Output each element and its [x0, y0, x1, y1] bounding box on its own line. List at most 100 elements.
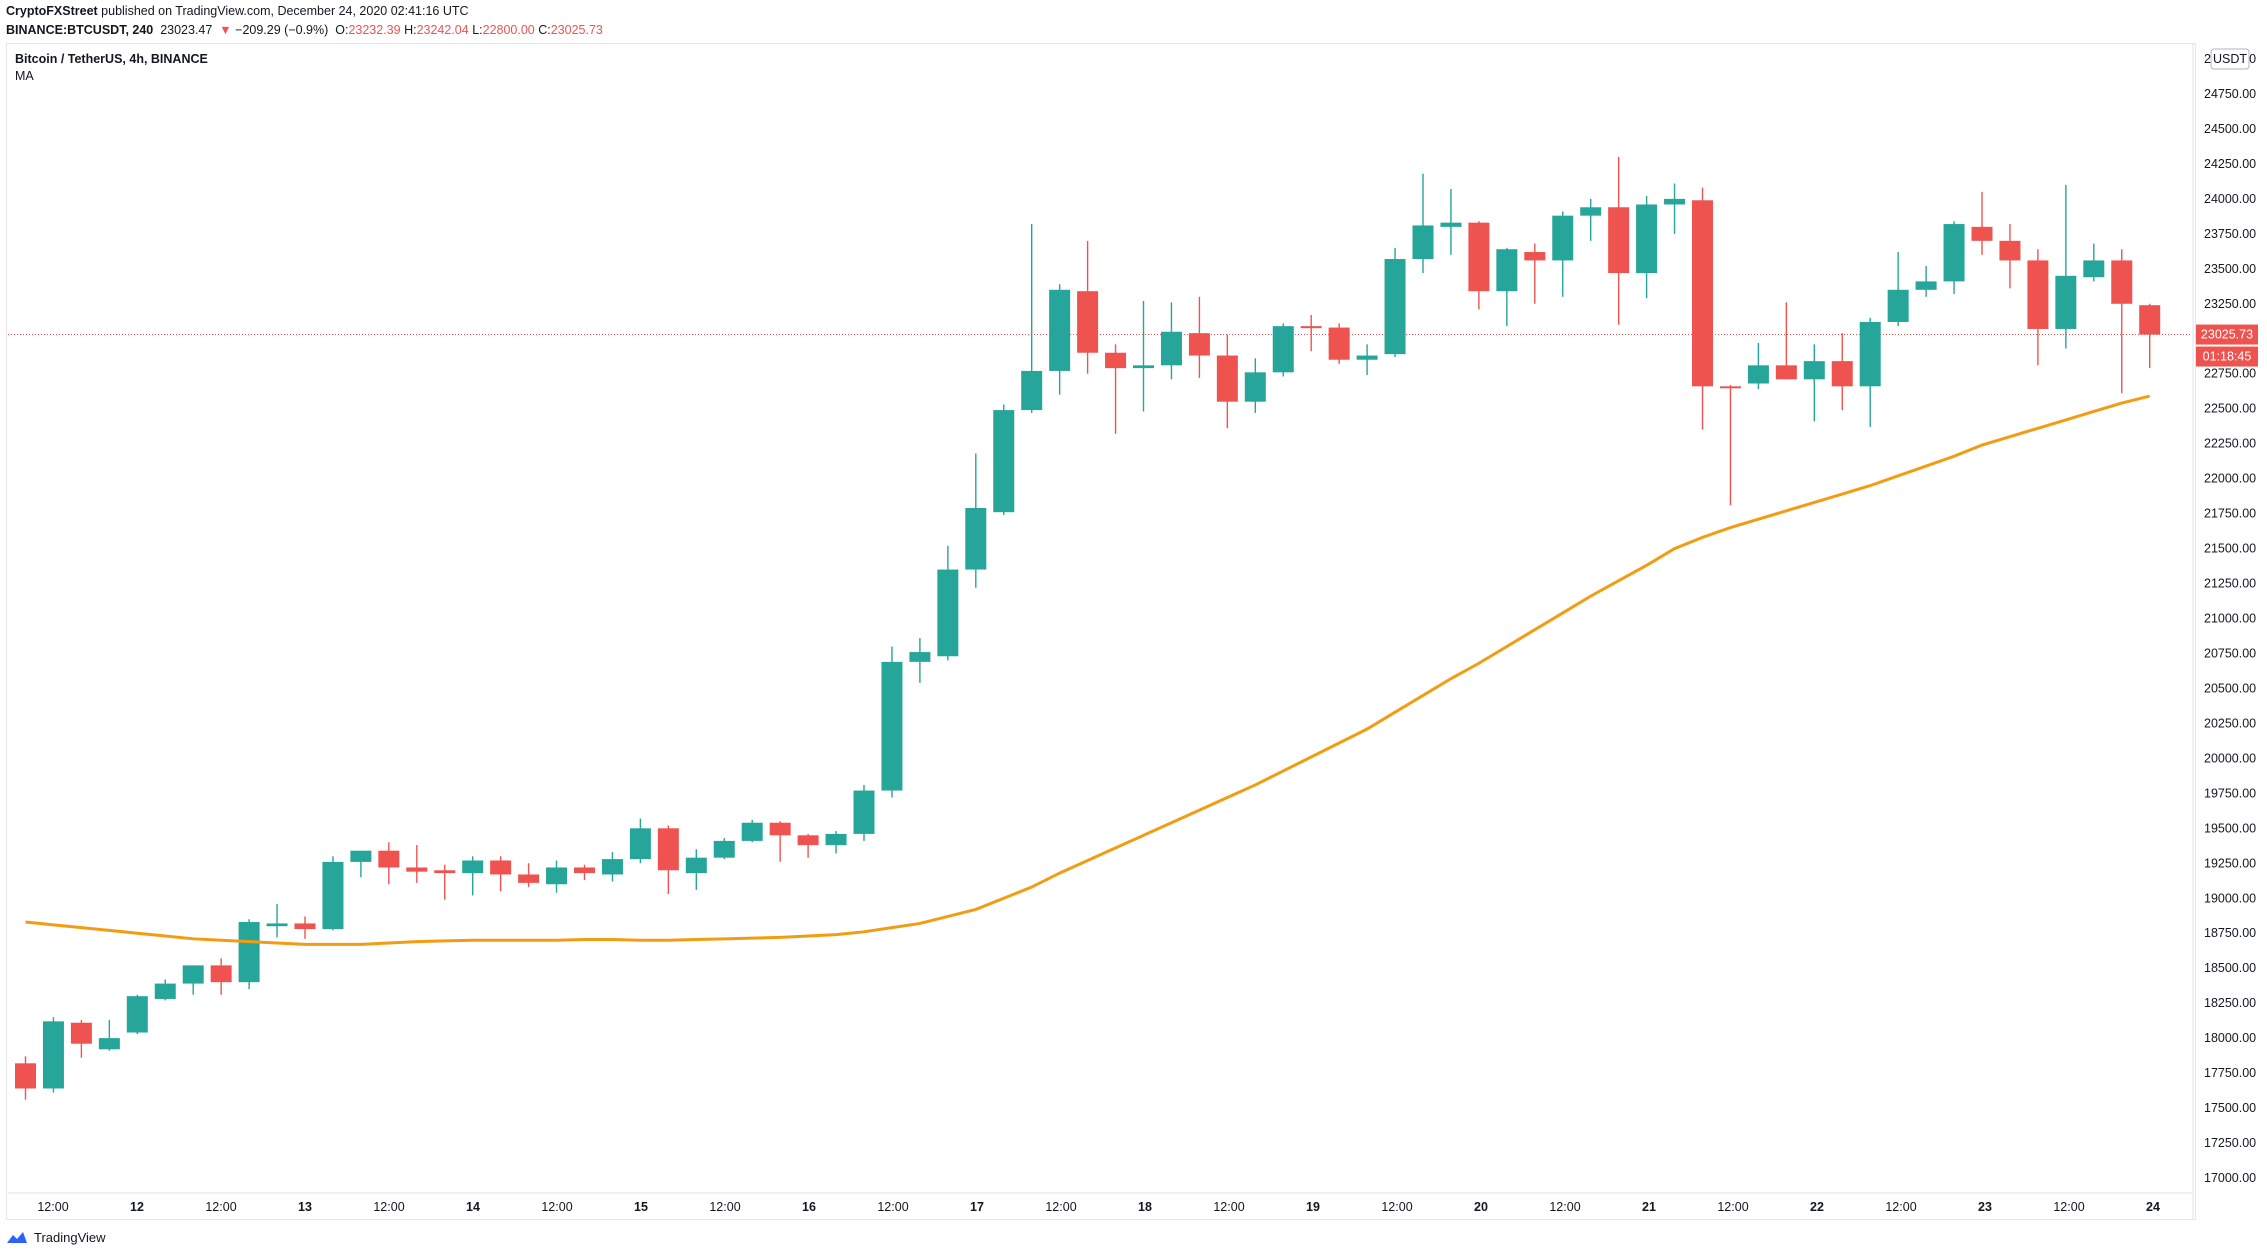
candle-body [1803, 361, 1825, 380]
candle-body [797, 835, 819, 846]
time-tick-label: 21 [1642, 1200, 1656, 1214]
pane-title: Bitcoin / TetherUS, 4h, BINANCE [15, 52, 208, 66]
last-price: 23023.47 [160, 23, 213, 37]
candle-body [1105, 352, 1127, 369]
time-tick-label: 19 [1306, 1200, 1320, 1214]
candle-body [294, 923, 316, 930]
price-tick-label: 18500.00 [2204, 961, 2256, 975]
price-tick-label: 24000.00 [2204, 192, 2256, 206]
candle-body [98, 1038, 120, 1050]
time-tick-label: 12:00 [1045, 1200, 1076, 1214]
price-tick-label: 24250.00 [2204, 157, 2256, 171]
tradingview-footer[interactable]: TradingView [6, 1230, 106, 1245]
header-line-1: CryptoFXStreet published on TradingView.… [6, 2, 603, 21]
candle-body [518, 874, 540, 883]
time-tick-label: 12:00 [1381, 1200, 1412, 1214]
currency-badge [2210, 48, 2250, 70]
candle-body [937, 569, 959, 657]
price-tick-label: 20500.00 [2204, 681, 2256, 695]
current-price-value: 23025.73 [2201, 328, 2253, 342]
candle-body [350, 850, 372, 862]
candle-body [322, 861, 344, 930]
price-tick-label: 23500.00 [2204, 262, 2256, 276]
candle-body [70, 1022, 92, 1044]
candle-body [154, 983, 176, 999]
time-tick-label: 12:00 [877, 1200, 908, 1214]
price-tick-label: 22000.00 [2204, 472, 2256, 486]
open-value: 23232.39 [348, 23, 401, 37]
candle-body [210, 965, 232, 983]
price-tick-label: 18000.00 [2204, 1031, 2256, 1045]
candle-body [1133, 365, 1154, 369]
price-tick-label: 17000.00 [2204, 1171, 2256, 1185]
time-tick-label: 24 [2146, 1200, 2160, 1214]
time-tick-label: 12:00 [2053, 1200, 2084, 1214]
time-tick-label: 12:00 [541, 1200, 572, 1214]
ma-indicator-label[interactable]: MA [15, 69, 34, 83]
candle-body [266, 923, 288, 927]
time-tick-label: 14 [466, 1200, 480, 1214]
candle-body [1664, 198, 1686, 205]
time-tick-label: 12:00 [1885, 1200, 1916, 1214]
candle-body [1188, 333, 1210, 356]
price-tick-label: 20000.00 [2204, 751, 2256, 765]
candle-body [42, 1021, 64, 1089]
price-tick-label: 19250.00 [2204, 856, 2256, 870]
time-tick-label: 12:00 [1717, 1200, 1748, 1214]
candle-body [490, 860, 512, 875]
publish-header: CryptoFXStreet published on TradingView.… [6, 2, 603, 40]
candle-body [574, 867, 595, 874]
candle-body [126, 996, 148, 1033]
candle-body [1580, 207, 1602, 216]
price-tick-label: 21250.00 [2204, 577, 2256, 591]
candle-body [1636, 204, 1658, 274]
candle-body [965, 507, 987, 570]
candle-body [434, 870, 456, 874]
price-tick-label: 22500.00 [2204, 402, 2256, 416]
candle-body [1384, 259, 1406, 355]
price-tick-label: 23250.00 [2204, 297, 2256, 311]
time-tick-label: 22 [1810, 1200, 1824, 1214]
author-name[interactable]: CryptoFXStreet [6, 4, 98, 18]
time-tick-label: 23 [1978, 1200, 1992, 1214]
change-down-icon: ▼ [219, 23, 232, 37]
candle-body [601, 859, 623, 875]
candle-body [2027, 260, 2049, 329]
candle-body [1552, 215, 1574, 261]
price-tick-label: 18750.00 [2204, 926, 2256, 940]
candle-body [1272, 326, 1294, 373]
current-price-tag [2196, 324, 2258, 345]
candle-body [853, 790, 875, 834]
candle-body [238, 922, 260, 983]
candle-body [2083, 260, 2105, 278]
candle-body [1049, 289, 1071, 371]
price-tick-label: 17500.00 [2204, 1101, 2256, 1115]
candle-body [1608, 207, 1630, 274]
candle-body [1775, 365, 1797, 380]
candle-body [713, 840, 735, 858]
header-line-2: BINANCE:BTCUSDT, 240 23023.47 ▼ −209.29 … [6, 21, 603, 40]
candle-body [881, 661, 903, 791]
candle-body [1524, 252, 1546, 261]
candle-body [462, 860, 484, 874]
candle-body [1692, 200, 1713, 387]
time-tick-label: 12:00 [205, 1200, 236, 1214]
time-tick-label: 12 [130, 1200, 144, 1214]
price-tick-label: 19000.00 [2204, 891, 2256, 905]
time-tick-label: 12:00 [1213, 1200, 1244, 1214]
price-tick-label: 20750.00 [2204, 646, 2256, 660]
price-tick-label: 21750.00 [2204, 507, 2256, 521]
candle-body [909, 652, 931, 662]
price-tick-label: 23750.00 [2204, 227, 2256, 241]
candle-body [1244, 372, 1266, 402]
candle-body [1160, 331, 1182, 366]
candle-body [546, 867, 568, 885]
countdown-tag [2196, 346, 2258, 367]
candle-body [1356, 355, 1378, 360]
chart-pane[interactable] [6, 43, 2196, 1220]
price-tick-label: 19500.00 [2204, 821, 2256, 835]
time-tick-label: 20 [1474, 1200, 1488, 1214]
candle-body [1999, 240, 2021, 261]
candle-body [657, 828, 679, 871]
